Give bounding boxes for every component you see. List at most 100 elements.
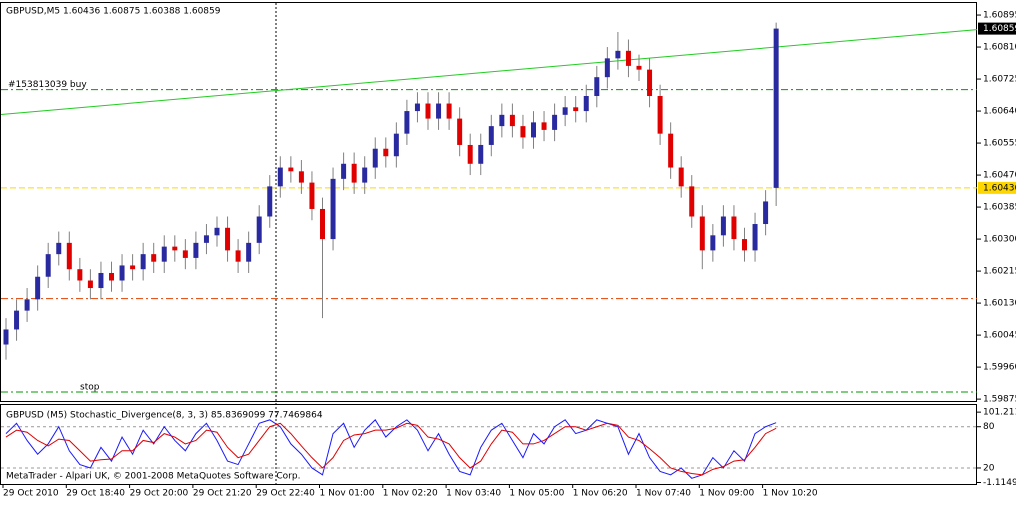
bid-label-box <box>978 181 1016 194</box>
y-tick-label: 101.211 <box>983 408 1016 418</box>
candle-body <box>24 299 30 311</box>
candle-body <box>499 114 505 127</box>
candle-body <box>446 103 452 119</box>
footer: MetaTrader - Alpari UK, © 2001-2008 Meta… <box>6 472 300 482</box>
candle-body <box>467 144 473 164</box>
x-tick-label: 1 Nov 10:20 <box>763 489 818 499</box>
candle-body <box>604 58 610 78</box>
candle-body <box>668 133 674 168</box>
candle-body <box>625 50 631 66</box>
candle-body <box>689 186 695 217</box>
x-tick-label: 29 Oct 21:20 <box>193 489 252 499</box>
candle-body <box>214 227 220 236</box>
candle-body <box>752 224 758 251</box>
y-tick-label: 20 <box>983 463 995 473</box>
candle-body <box>98 272 104 289</box>
y-tick-label: 1.60470 <box>983 171 1016 181</box>
candle-body <box>77 269 83 281</box>
x-tick-label: 1 Nov 07:40 <box>636 489 691 499</box>
main-pane <box>0 2 977 402</box>
candle-body <box>372 148 378 168</box>
candle-body <box>225 227 231 251</box>
candle-body <box>320 208 325 240</box>
candle-body <box>531 122 536 138</box>
candle-body <box>151 254 157 262</box>
candle-body <box>203 235 209 243</box>
candle-body <box>699 216 705 251</box>
trendline <box>0 29 978 116</box>
candle-body <box>731 216 737 240</box>
candle-body <box>45 254 51 277</box>
x-tick-label: 1 Nov 09:00 <box>699 489 754 499</box>
candle-body <box>140 254 146 270</box>
candle-body <box>742 239 747 251</box>
candle-body <box>414 103 420 112</box>
candle-body <box>341 163 347 179</box>
candle-body <box>436 103 442 119</box>
chart-title: GBPUSD,M5 1.60436 1.60875 1.60388 1.6085… <box>6 7 221 17</box>
y-tick-label: 1.60385 <box>983 203 1016 213</box>
level-label: #153813039 buy <box>8 80 87 90</box>
y-tick-label: 1.59960 <box>983 363 1016 373</box>
candle-body <box>66 242 72 270</box>
candle-body <box>393 133 399 157</box>
x-tick-label: 1 Nov 05:00 <box>509 489 564 499</box>
x-tick-label: 1 Nov 02:20 <box>383 489 438 499</box>
candle-body <box>657 96 663 134</box>
candle-body <box>583 96 589 112</box>
candle-body <box>362 167 368 183</box>
candle-body <box>773 28 779 188</box>
candle-body <box>193 242 199 258</box>
candle-body <box>552 114 558 130</box>
indicator-line <box>5 422 777 476</box>
indicator-pane <box>0 404 977 485</box>
candle-body <box>425 103 431 119</box>
candle-body <box>267 186 273 217</box>
candle-body <box>87 280 93 289</box>
candle-body <box>351 163 357 183</box>
candle-body <box>330 178 336 240</box>
candle-body <box>35 276 41 300</box>
y-tick-label: 1.60640 <box>983 107 1016 117</box>
indicator-line <box>5 419 777 479</box>
candle-body <box>161 246 167 262</box>
candle-body <box>383 148 389 157</box>
candle-body <box>256 216 262 243</box>
candle-body <box>182 250 188 258</box>
candle-body <box>647 69 653 97</box>
y-tick-label: 1.59875 <box>983 395 1016 405</box>
x-tick-label: 1 Nov 06:20 <box>573 489 628 499</box>
candle-body <box>109 272 114 281</box>
bid-label: 1.60436 <box>983 183 1016 193</box>
x-tick-label: 1 Nov 01:00 <box>320 489 375 499</box>
y-tick-label: 80 <box>983 422 995 432</box>
y-tick-label: 1.60215 <box>983 267 1016 277</box>
candle-body <box>130 265 136 270</box>
price-label-box <box>978 22 1016 35</box>
candle-body <box>14 310 20 330</box>
candle-body <box>573 107 579 112</box>
y-tick-label: -1.1149 <box>983 478 1016 488</box>
y-tick-label: 1.60810 <box>983 43 1016 53</box>
candle-body <box>3 329 9 345</box>
candle-body <box>636 65 642 70</box>
candle-body <box>594 77 600 97</box>
candle-body <box>615 50 621 59</box>
candle-body <box>235 250 241 262</box>
candle-body <box>562 107 568 115</box>
candle-body <box>478 144 484 164</box>
x-tick-label: 1 Nov 03:40 <box>446 489 501 499</box>
candle-body <box>298 171 304 183</box>
y-tick-label: 1.60725 <box>983 75 1016 85</box>
candle-body <box>246 242 252 262</box>
y-tick-label: 1.60300 <box>983 235 1016 245</box>
x-tick-label: 29 Oct 22:40 <box>256 489 315 499</box>
level-label: stop <box>80 382 100 392</box>
candle-body <box>309 182 315 209</box>
candle-body <box>172 246 178 251</box>
indicator-title: GBPUSD (M5) Stochastic_Divergence(8, 3, … <box>6 411 323 421</box>
x-tick-label: 29 Oct 20:00 <box>130 489 189 499</box>
candle-body <box>678 167 684 187</box>
